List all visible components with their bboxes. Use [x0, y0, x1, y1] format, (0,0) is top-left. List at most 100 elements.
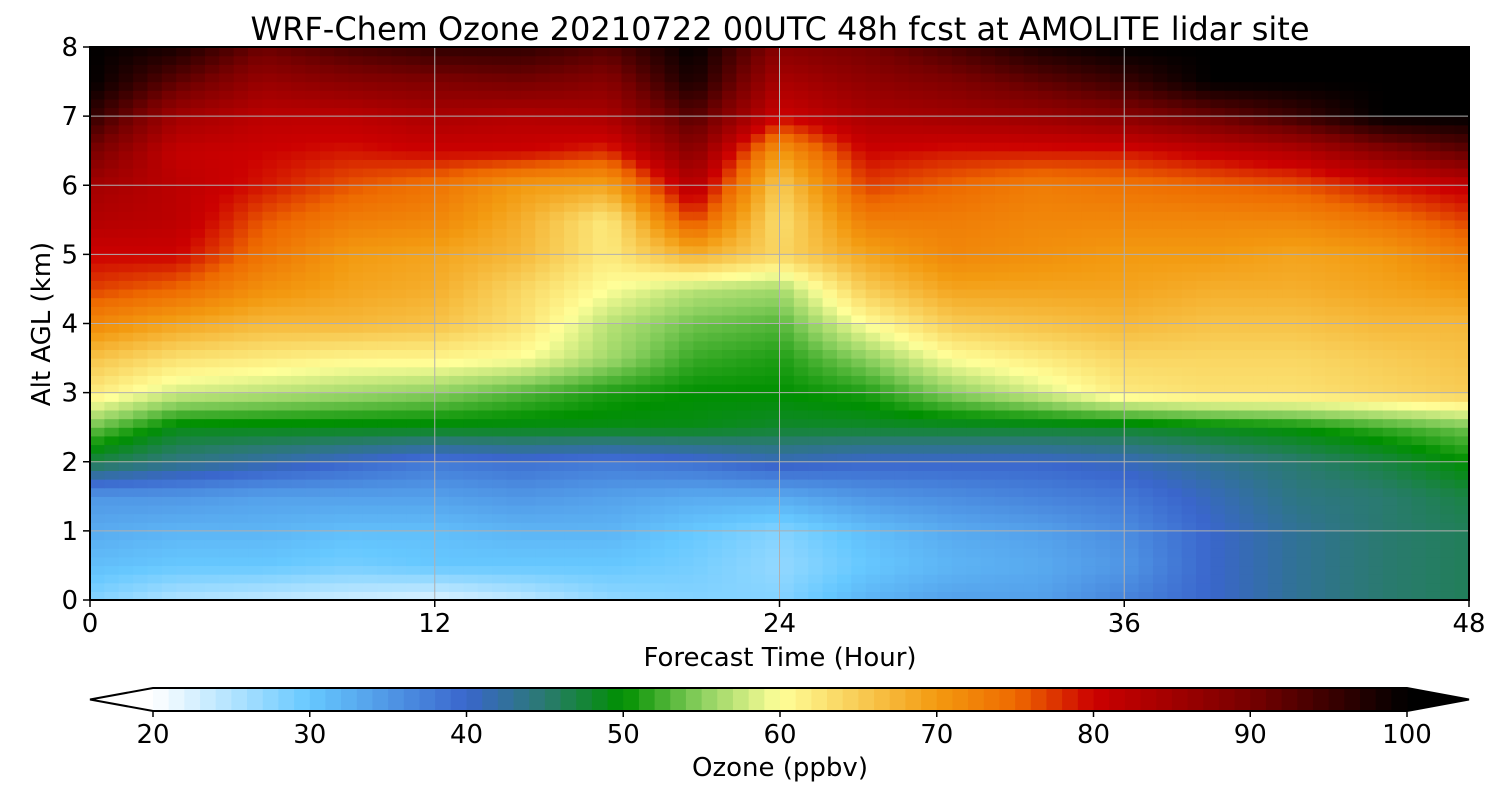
heatmap-cell	[305, 306, 321, 316]
heatmap-cell	[966, 185, 982, 195]
heatmap-cell	[391, 245, 407, 255]
heatmap-cell	[736, 280, 752, 290]
heatmap-cell	[678, 479, 694, 489]
heatmap-cell	[1138, 323, 1154, 333]
heatmap-cell	[549, 453, 565, 463]
heatmap-cell	[1023, 340, 1039, 351]
heatmap-cell	[477, 556, 493, 567]
heatmap-cell	[1253, 358, 1269, 368]
heatmap-cell	[161, 176, 177, 186]
heatmap-cell	[1239, 366, 1255, 376]
heatmap-cell	[1081, 314, 1097, 325]
heatmap-cell	[822, 366, 838, 376]
heatmap-cell	[1253, 288, 1269, 299]
heatmap-cell	[1224, 427, 1240, 437]
heatmap-cell	[678, 409, 694, 420]
heatmap-cell	[994, 453, 1010, 463]
heatmap-cell	[549, 349, 565, 359]
heatmap-cell	[894, 245, 910, 255]
heatmap-cell	[1382, 487, 1398, 497]
heatmap-cell	[678, 574, 694, 584]
heatmap-cell	[377, 306, 393, 316]
heatmap-cell	[492, 150, 508, 160]
heatmap-cell	[1009, 435, 1025, 446]
heatmap-cell	[1296, 522, 1312, 532]
heatmap-cell	[1124, 418, 1140, 428]
heatmap-cell	[161, 159, 177, 169]
heatmap-cell	[1095, 582, 1111, 592]
heatmap-cell	[1138, 254, 1154, 264]
heatmap-cell	[377, 358, 393, 368]
heatmap-cell	[880, 219, 896, 230]
heatmap-cell	[520, 167, 536, 178]
heatmap-cell	[1354, 392, 1370, 402]
heatmap-cell	[722, 297, 737, 307]
heatmap-cell	[190, 176, 206, 186]
heatmap-cell	[1181, 219, 1197, 230]
heatmap-cell	[1196, 392, 1212, 402]
heatmap-cell	[1267, 202, 1283, 212]
heatmap-cell	[147, 340, 163, 351]
heatmap-cell	[420, 340, 436, 351]
heatmap-cell	[1052, 513, 1068, 523]
heatmap-cell	[650, 288, 666, 299]
heatmap-cell	[190, 297, 206, 307]
heatmap-cell	[1138, 504, 1154, 515]
heatmap-cell	[1138, 314, 1154, 325]
heatmap-cell	[1411, 193, 1427, 204]
heatmap-cell	[851, 185, 867, 195]
heatmap-cell	[549, 314, 565, 325]
heatmap-cell	[1009, 219, 1025, 230]
heatmap-cell	[1411, 401, 1427, 411]
heatmap-cell	[1267, 496, 1283, 506]
heatmap-cell	[822, 245, 838, 255]
heatmap-cell	[233, 193, 249, 204]
heatmap-cell	[463, 228, 479, 238]
heatmap-cell	[348, 513, 364, 523]
heatmap-cell	[1095, 193, 1111, 204]
heatmap-cell	[1339, 530, 1355, 541]
heatmap-cell	[1052, 470, 1068, 480]
heatmap-cell	[434, 219, 450, 230]
heatmap-cell	[1023, 504, 1039, 515]
heatmap-cell	[176, 358, 192, 368]
heatmap-cell	[334, 176, 350, 186]
heatmap-cell	[1354, 470, 1370, 480]
heatmap-cell	[980, 219, 996, 230]
heatmap-cell	[1310, 271, 1326, 281]
heatmap-cell	[1023, 271, 1039, 281]
heatmap-cell	[765, 219, 781, 230]
heatmap-cell	[1138, 513, 1154, 523]
heatmap-cell	[1109, 254, 1125, 264]
heatmap-cell	[406, 479, 421, 489]
heatmap-cell	[951, 159, 967, 169]
heatmap-cell	[549, 479, 565, 489]
heatmap-cell	[1425, 271, 1441, 281]
heatmap-cell	[851, 193, 867, 204]
heatmap-cell	[779, 565, 795, 575]
heatmap-cell	[549, 211, 565, 221]
heatmap-cell	[693, 444, 709, 454]
heatmap-cell	[1454, 271, 1470, 281]
heatmap-cell	[1138, 461, 1154, 471]
heatmap-cell	[1167, 409, 1183, 420]
heatmap-cell	[693, 548, 709, 558]
heatmap-cell	[1310, 565, 1326, 575]
heatmap-cell	[1124, 504, 1140, 515]
heatmap-cell	[1253, 496, 1269, 506]
heatmap-cell	[966, 392, 982, 402]
heatmap-cell	[190, 453, 206, 463]
heatmap-cell	[535, 366, 551, 376]
heatmap-cell	[233, 530, 249, 541]
heatmap-cell	[894, 159, 910, 169]
heatmap-cell	[707, 461, 723, 471]
heatmap-cell	[1267, 470, 1283, 480]
heatmap-cell	[966, 323, 982, 333]
heatmap-cell	[104, 228, 120, 238]
heatmap-cell	[1325, 280, 1341, 290]
heatmap-cell	[535, 228, 551, 238]
heatmap-cell	[319, 228, 335, 238]
heatmap-cell	[1382, 263, 1398, 273]
heatmap-cell	[966, 565, 982, 575]
heatmap-cell	[161, 548, 177, 558]
